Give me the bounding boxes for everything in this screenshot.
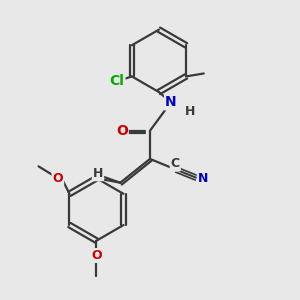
- Text: O: O: [91, 249, 102, 262]
- Text: H: H: [93, 167, 103, 180]
- Text: N: N: [198, 172, 208, 185]
- Text: O: O: [52, 172, 63, 185]
- Text: Cl: Cl: [110, 74, 124, 88]
- Text: C: C: [171, 158, 180, 170]
- Text: N: N: [165, 95, 177, 110]
- Text: H: H: [185, 105, 195, 118]
- Text: O: O: [116, 124, 128, 138]
